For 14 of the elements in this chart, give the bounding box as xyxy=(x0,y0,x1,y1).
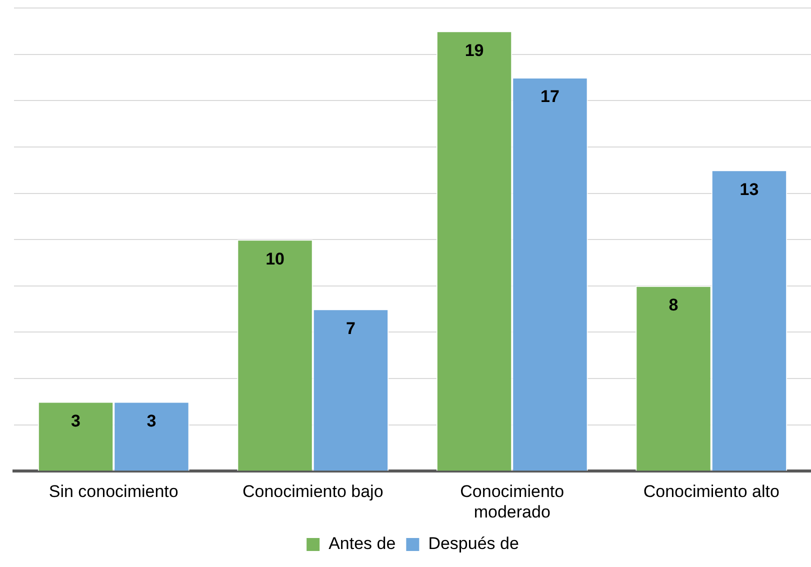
x-tick-label: Conocimiento bajo xyxy=(242,482,384,502)
data-label: 8 xyxy=(668,296,678,315)
x-tick-label: Sin conocimiento xyxy=(48,482,178,502)
data-label: 10 xyxy=(266,249,284,268)
data-label: 17 xyxy=(540,87,560,106)
data-label: 3 xyxy=(71,411,80,430)
data-label: 7 xyxy=(346,318,356,338)
x-tick-label: Conocimiento alto xyxy=(643,482,780,502)
legend-label: Después de xyxy=(428,534,519,554)
data-label: 13 xyxy=(740,180,759,199)
x-tick-label: Conocimiento moderado xyxy=(460,482,564,522)
data-label: 19 xyxy=(464,40,484,60)
legend-label: Antes de xyxy=(328,534,396,554)
data-label: 3 xyxy=(146,411,156,430)
